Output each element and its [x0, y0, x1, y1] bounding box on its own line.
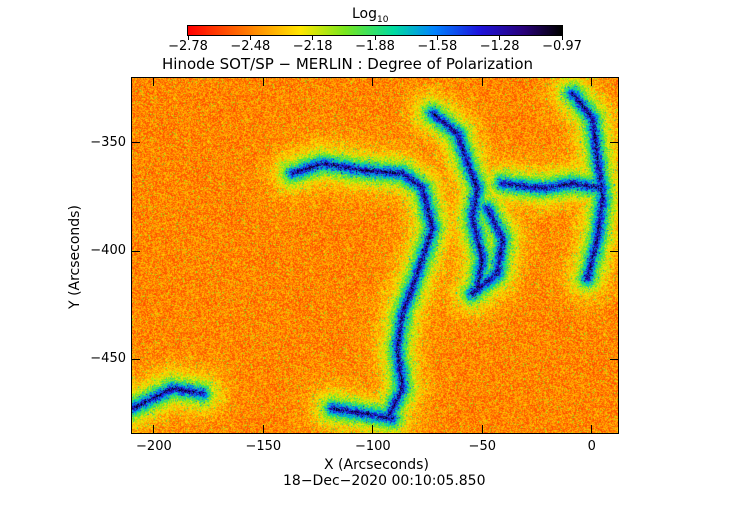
x-tick-label: −200 [136, 439, 172, 454]
x-tick-mark-top [372, 78, 374, 86]
x-tick-mark [153, 425, 155, 433]
colorbar-tick-label: −1.88 [355, 39, 395, 54]
x-tick-mark-top [153, 78, 155, 86]
colorbar-tick-label: −0.97 [542, 39, 582, 54]
colorbar-tick-label: −1.28 [479, 39, 520, 54]
x-tick-mark [591, 425, 593, 433]
y-tick-mark-right [610, 358, 618, 360]
y-tick-label: −450 [90, 351, 126, 367]
y-tick-mark [132, 358, 140, 360]
colorbar-tick-mark [312, 36, 314, 40]
x-tick-mark [481, 425, 483, 433]
x-tick-label: 0 [587, 439, 596, 454]
polarization-map [131, 77, 619, 434]
x-tick-label: −150 [245, 439, 282, 454]
colorbar-tick-mark [187, 36, 189, 40]
x-tick-mark [262, 425, 264, 433]
colorbar-gradient [188, 26, 562, 35]
plot-title: Hinode SOT/SP − MERLIN : Degree of Polar… [162, 55, 534, 73]
colorbar-tick-mark [436, 36, 438, 40]
y-tick-label: −350 [90, 134, 126, 150]
polarization-map-image [132, 78, 618, 433]
y-tick-mark [132, 142, 140, 144]
colorbar-tick-mark [561, 36, 563, 40]
colorbar-tick-mark [374, 36, 376, 40]
timestamp: 18−Dec−2020 00:10:05.850 [283, 473, 486, 489]
y-tick-mark-right [610, 250, 618, 252]
y-axis-label: Y (Arcseconds) [67, 205, 83, 309]
colorbar-tick-label: −2.78 [168, 39, 208, 54]
x-tick-mark-top [262, 78, 264, 86]
colorbar-tick-label: −2.48 [230, 39, 271, 54]
y-tick-mark-right [610, 142, 618, 144]
colorbar-tick-label: −1.58 [417, 39, 458, 54]
x-tick-mark-top [591, 78, 593, 86]
colorbar-tick-label: −2.18 [292, 39, 333, 54]
colorbar [187, 25, 563, 36]
x-tick-mark-top [481, 78, 483, 86]
colorbar-title-sub: 10 [377, 14, 389, 25]
colorbar-title: Log10 [352, 7, 388, 27]
colorbar-tick-mark [249, 36, 251, 40]
colorbar-title-main: Log [352, 6, 378, 22]
y-tick-mark [132, 250, 140, 252]
x-tick-label: −100 [354, 439, 391, 454]
x-tick-label: −50 [468, 439, 496, 454]
x-tick-mark [372, 425, 374, 433]
x-axis-label: X (Arcseconds) [324, 457, 429, 473]
colorbar-tick-mark [499, 36, 501, 40]
y-tick-label: −400 [90, 243, 126, 259]
